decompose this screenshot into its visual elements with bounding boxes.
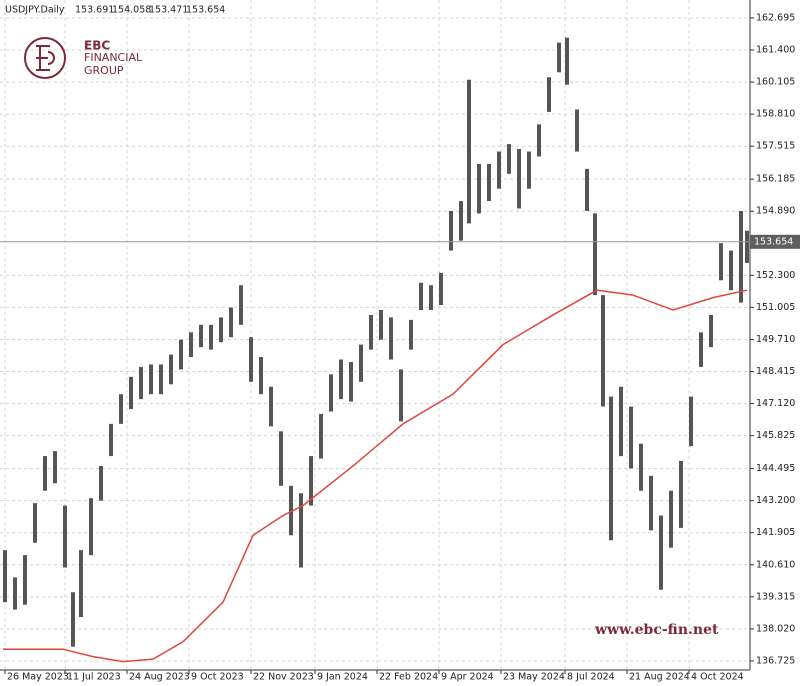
x-tick-label: 22 Feb 2024 [379, 672, 438, 683]
symbol: USDJPY.Daily [5, 5, 65, 16]
y-tick-label: 144.495 [756, 463, 795, 474]
moving-average [3, 289, 748, 663]
y-tick-label: 160.105 [756, 77, 795, 88]
y-tick-label: 147.120 [756, 398, 795, 409]
y-tick-label: 143.200 [756, 495, 795, 506]
close: 153.654 [186, 5, 225, 16]
y-tick-label: 139.315 [756, 591, 795, 602]
x-tick-label: 11 Jul 2023 [67, 672, 121, 683]
x-tick-label: 21 Aug 2024 [629, 672, 690, 683]
x-tick-label: 9 Apr 2024 [441, 672, 494, 683]
y-tick-label: 140.610 [756, 559, 795, 570]
logo: EBC FINANCIAL GROUP [24, 37, 143, 79]
x-tick-label: 9 Jan 2024 [317, 672, 368, 683]
x-tick-label: 22 Nov 2023 [253, 672, 314, 683]
y-tick-label: 141.905 [756, 527, 795, 538]
y-tick-label: 158.810 [756, 109, 795, 120]
y-tick-label: 162.695 [756, 12, 795, 23]
y-tick-label: 152.300 [756, 270, 795, 281]
x-tick-label: 8 Jul 2024 [567, 672, 615, 683]
y-tick-label: 138.020 [756, 623, 795, 634]
open: 153.691 [75, 5, 114, 16]
last-price-label: 153.654 [754, 236, 793, 247]
x-tick-label: 24 Aug 2023 [129, 672, 190, 683]
y-tick-label: 136.725 [756, 655, 795, 666]
y-tick-label: 156.185 [756, 174, 795, 185]
y-tick-label: 149.710 [756, 334, 795, 345]
x-tick-label: 23 May 2024 [503, 672, 565, 683]
y-tick-label: 145.825 [756, 430, 795, 441]
y-tick-label: 154.890 [756, 206, 795, 217]
y-tick-label: 161.400 [756, 45, 795, 56]
bars-group [0, 37, 750, 663]
logo-mark [36, 45, 55, 71]
watermark: www.ebc-fin.net [594, 622, 719, 638]
x-tick-label: 9 Oct 2023 [191, 672, 244, 683]
low: 153.471 [149, 5, 188, 16]
x-tick-label: 26 May 2023 [7, 672, 69, 683]
logo-text: GROUP [84, 64, 124, 77]
high: 154.058 [112, 5, 151, 16]
logo-text: EBC [84, 39, 110, 53]
y-tick-label: 148.415 [756, 366, 795, 377]
last-price-box [750, 234, 800, 249]
logo-text: FINANCIAL [84, 51, 143, 64]
y-tick-label: 157.515 [756, 141, 795, 152]
y-tick-label: 151.005 [756, 302, 795, 313]
x-tick-label: 4 Oct 2024 [691, 672, 744, 683]
logo-ring [24, 37, 66, 79]
